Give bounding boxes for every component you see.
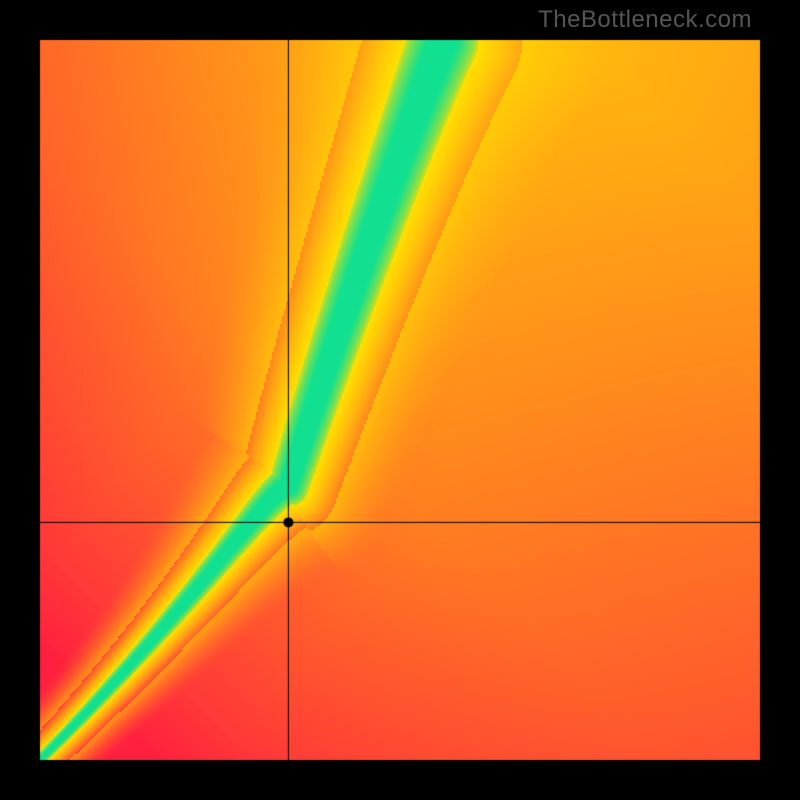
heatmap-canvas (0, 0, 800, 800)
watermark-text: TheBottleneck.com (538, 6, 752, 34)
chart-container: TheBottleneck.com (0, 0, 800, 800)
